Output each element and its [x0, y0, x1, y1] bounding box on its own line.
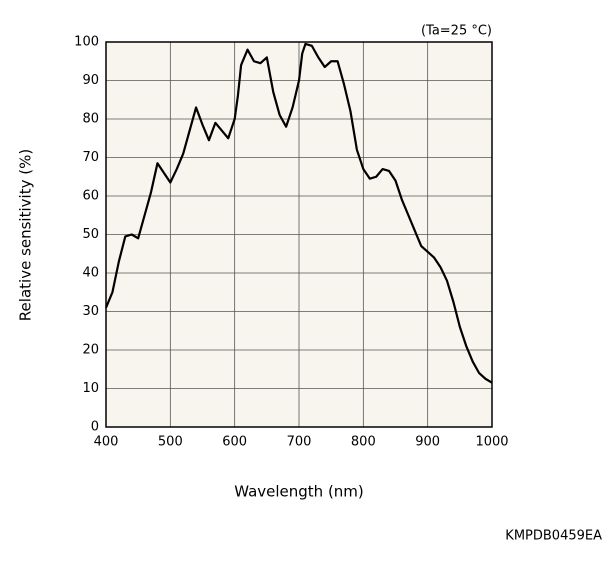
y-tick-label: 80 [82, 112, 99, 127]
x-tick-label: 400 [94, 435, 119, 450]
x-tick-label: 600 [222, 435, 247, 450]
annotation: (Ta=25 °C) [421, 24, 492, 39]
y-axis-title: Relative sensitivity (%) [17, 149, 35, 321]
x-axis-title: Wavelength (nm) [234, 483, 364, 501]
x-tick-label: 700 [287, 435, 312, 450]
x-tick-label: 1000 [475, 435, 508, 450]
y-tick-label: 60 [82, 189, 99, 204]
annotation: KMPDB0459EA [505, 529, 602, 544]
y-tick-label: 10 [82, 381, 99, 396]
plot-border [105, 41, 493, 428]
x-tick-label: 900 [415, 435, 440, 450]
y-tick-label: 70 [82, 150, 99, 165]
x-tick-label: 800 [351, 435, 376, 450]
y-tick-label: 50 [82, 227, 99, 242]
y-tick-label: 30 [82, 304, 99, 319]
y-tick-label: 40 [82, 266, 99, 281]
y-tick-label: 20 [82, 343, 99, 358]
x-tick-label: 500 [158, 435, 183, 450]
y-tick-label: 100 [74, 35, 99, 50]
y-tick-label: 90 [82, 73, 99, 88]
data-line [104, 42, 493, 384]
y-tick-label: 0 [91, 420, 99, 435]
